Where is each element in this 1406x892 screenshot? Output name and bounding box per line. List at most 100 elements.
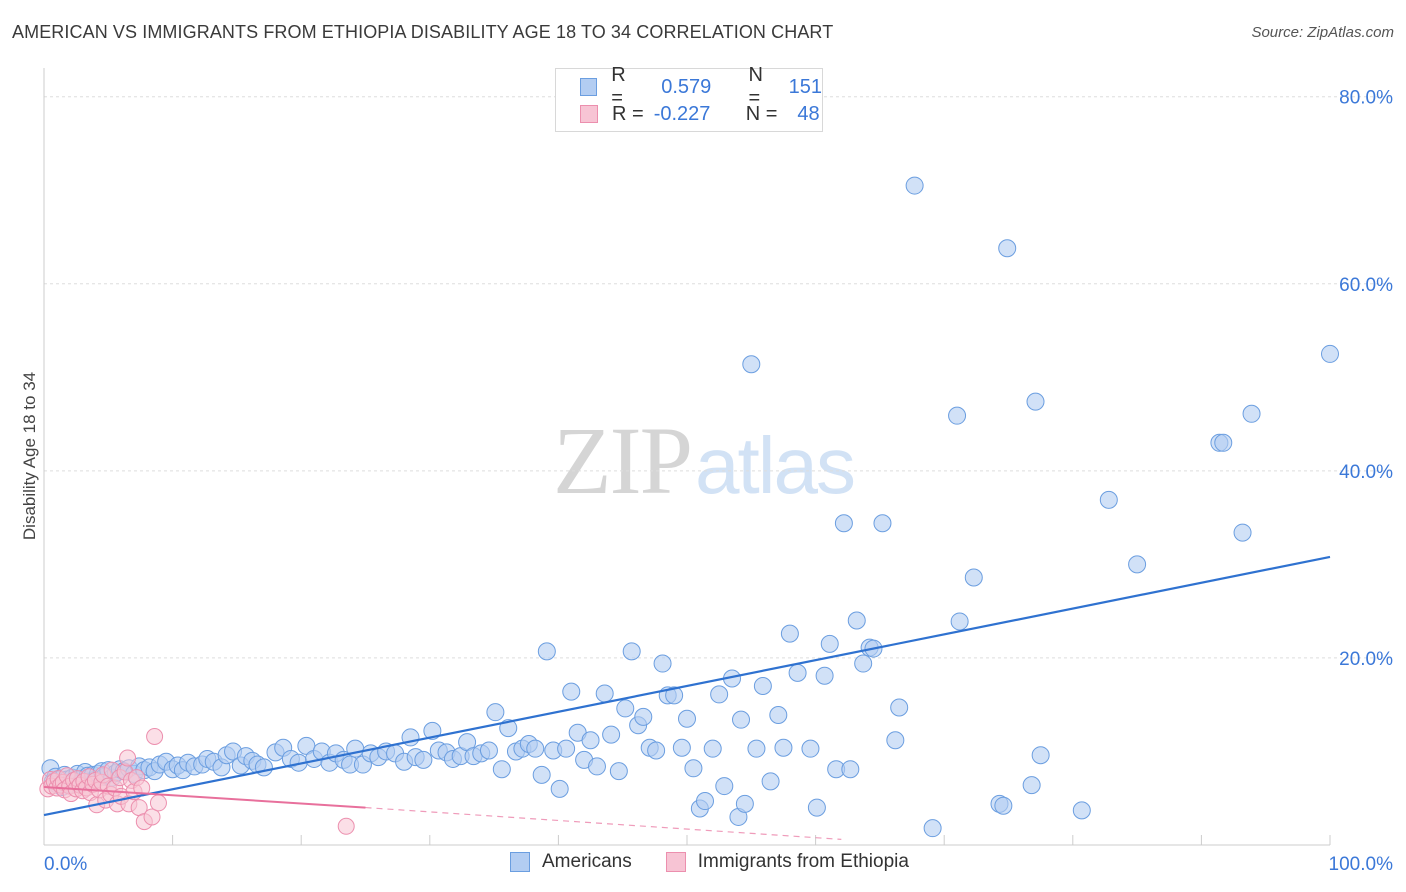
ethiopia-legend-label: Immigrants from Ethiopia [697, 851, 909, 872]
tick-labels: 20.0% 40.0% 60.0% 80.0% 0.0% 100.0% [44, 88, 1393, 875]
american-point [841, 760, 860, 779]
american-point [665, 686, 684, 705]
x-tick-label-max: 100.0% [1329, 854, 1394, 875]
american-point [1214, 433, 1233, 452]
americans-points [41, 176, 1339, 838]
legend-item-americans[interactable]: Americans [510, 851, 632, 873]
stats-legend: R = 0.579 N = 151 R = -0.227 N = 48 [555, 64, 823, 132]
ethiopia-point [119, 749, 137, 767]
american-point [1233, 523, 1252, 542]
american-point [732, 710, 751, 729]
american-point [890, 698, 909, 717]
american-point [774, 738, 793, 757]
ethiopia-swatch [580, 105, 598, 123]
americans-legend-label: Americans [542, 851, 632, 872]
american-point [964, 568, 983, 587]
american-point [834, 514, 853, 533]
american-point [780, 624, 799, 643]
american-point [616, 699, 635, 718]
american-point [622, 642, 641, 661]
american-point [950, 612, 969, 631]
american-point [1026, 392, 1045, 411]
axis-layer [43, 68, 1331, 846]
y-tick-label: 80.0% [1339, 88, 1393, 109]
source-label: Source: ZipAtlas.com [1251, 24, 1394, 41]
american-point [634, 707, 653, 726]
n-value: 48 [797, 102, 820, 125]
american-point [696, 792, 715, 811]
american-point [532, 765, 551, 784]
american-point [684, 759, 703, 778]
american-point [1072, 801, 1091, 820]
american-point [715, 777, 734, 796]
american-point [801, 739, 820, 758]
n-label: N = [748, 64, 763, 109]
y-tick-label: 40.0% [1339, 462, 1393, 483]
american-point [595, 684, 614, 703]
american-point [1031, 746, 1050, 765]
american-point [710, 685, 729, 704]
x-tick-label-min: 0.0% [44, 854, 87, 875]
american-point [1128, 555, 1147, 574]
american-point [609, 762, 628, 781]
legend-item-ethiopia[interactable]: Immigrants from Ethiopia [665, 851, 909, 873]
american-point [414, 750, 433, 769]
american-point [742, 355, 761, 374]
n-label: N = [745, 102, 778, 125]
ethiopia-point [146, 727, 164, 745]
american-point [873, 514, 892, 533]
american-point [562, 682, 581, 701]
ethiopia-legend-swatch [665, 852, 686, 872]
ethiopia-point [149, 794, 167, 812]
american-point [1099, 490, 1118, 509]
american-point [647, 741, 666, 760]
american-point [847, 611, 866, 630]
american-point [492, 760, 511, 779]
american-point [815, 666, 834, 685]
american-point [537, 642, 556, 661]
american-point [788, 663, 807, 682]
r-label: R = [612, 102, 644, 125]
american-point [854, 654, 873, 673]
american-point [587, 757, 606, 776]
ethiopia-point [337, 817, 355, 835]
american-point [550, 779, 569, 798]
american-point [994, 796, 1013, 815]
american-point [761, 772, 780, 791]
american-point [820, 634, 839, 653]
watermark: ZIPatlas [553, 405, 856, 516]
watermark-atlas: atlas [695, 421, 856, 510]
trend-lines [43, 555, 1331, 840]
american-point [1022, 776, 1041, 795]
watermark-zip: ZIP [553, 407, 693, 514]
american-point [747, 739, 766, 758]
american-point [672, 738, 691, 757]
american-point [905, 176, 924, 195]
american-point [1321, 344, 1339, 363]
american-point [948, 406, 967, 425]
american-point [479, 741, 498, 760]
r-label: R = [611, 64, 626, 109]
y-tick-label: 60.0% [1339, 275, 1393, 296]
american-point [653, 654, 672, 673]
stats-row-americans: R = 0.579 N = 151 [580, 64, 822, 109]
n-value: 151 [788, 75, 822, 98]
american-point [526, 739, 545, 758]
ethiopia-trend-extension [365, 806, 842, 840]
american-point [923, 819, 942, 838]
chart-title: AMERICAN VS IMMIGRANTS FROM ETHIOPIA DIS… [12, 22, 834, 42]
stats-row-ethiopia: R = -0.227 N = 48 [580, 102, 820, 126]
americans-trend-line [43, 555, 1331, 817]
american-point [807, 798, 826, 817]
ethiopia-trend-line [43, 786, 366, 809]
american-point [678, 709, 696, 728]
american-point [581, 731, 600, 750]
american-point [735, 794, 754, 813]
americans-legend-swatch [510, 852, 530, 872]
american-point [557, 739, 576, 758]
american-point [769, 705, 788, 724]
american-point [886, 731, 905, 750]
american-point [703, 739, 722, 758]
american-point [998, 239, 1017, 258]
